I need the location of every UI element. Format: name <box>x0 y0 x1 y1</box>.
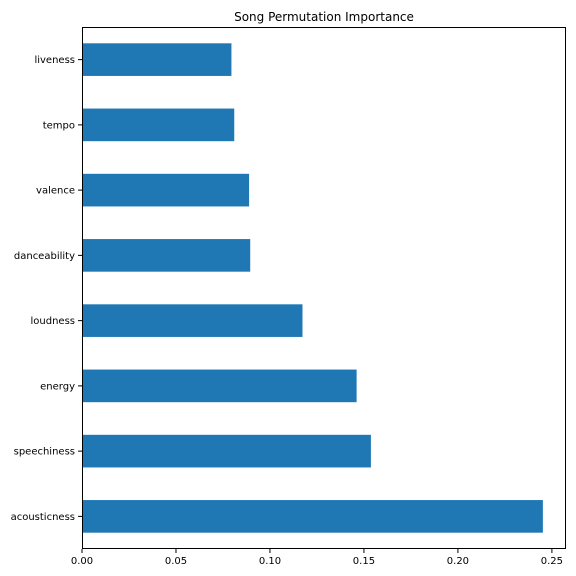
bar-loudness <box>82 304 303 337</box>
x-axis: 0.00 0.05 0.10 0.15 0.20 0.25 <box>71 549 563 567</box>
bar-acousticness <box>82 500 543 533</box>
chart-title: Song Permutation Importance <box>234 10 414 24</box>
y-tick-label-energy: energy <box>40 381 75 392</box>
bar-tempo <box>82 108 235 142</box>
bar-valence <box>82 173 250 207</box>
y-tick-label-loudness: loudness <box>31 316 76 327</box>
y-axis: acousticness speechiness energy loudness dan… <box>11 55 82 523</box>
y-tick-label-tempo: tempo <box>43 120 75 131</box>
plot-frame <box>82 27 566 549</box>
y-tick-label-valence: valence <box>36 186 75 197</box>
y-tick-label-speechiness: speechiness <box>14 447 75 458</box>
x-tick-label-0.05: 0.05 <box>165 556 187 567</box>
x-tick-label-0.25: 0.25 <box>541 556 563 567</box>
x-tick-label-0.00: 0.00 <box>71 556 93 567</box>
x-tick-label-0.15: 0.15 <box>353 556 375 567</box>
x-tick-label-0.20: 0.20 <box>447 556 469 567</box>
bar-speechiness <box>82 434 371 468</box>
x-tick-label-0.10: 0.10 <box>259 556 281 567</box>
bar-danceability <box>82 239 251 272</box>
y-tick-label-liveness: liveness <box>34 55 75 66</box>
bars-layer <box>82 43 543 533</box>
bar-energy <box>82 369 357 403</box>
y-tick-label-danceability: danceability <box>14 251 75 262</box>
y-tick-label-acousticness: acousticness <box>11 512 75 523</box>
bar-liveness <box>82 43 232 76</box>
